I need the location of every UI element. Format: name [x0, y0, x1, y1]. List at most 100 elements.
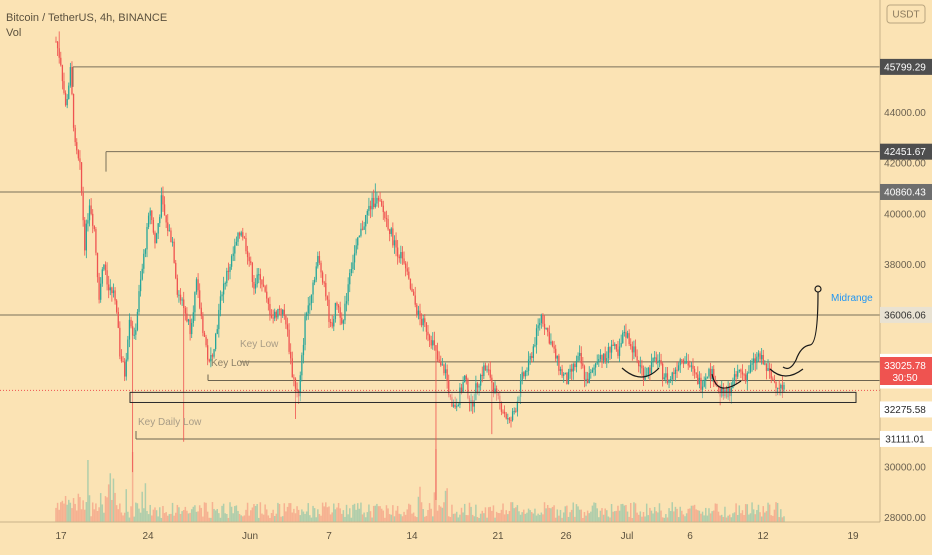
candle-body [424, 318, 426, 323]
volume-bar [414, 516, 416, 522]
volume-bar [572, 502, 575, 522]
volume-bar [392, 505, 394, 522]
candle-body [628, 333, 630, 345]
candle-body [476, 383, 479, 388]
symbol-title[interactable]: Bitcoin / TetherUS, 4h, BINANCE [6, 12, 167, 24]
candle-body [61, 65, 64, 82]
volume-bar [760, 516, 763, 522]
candle-body [743, 374, 745, 376]
candle-body [294, 378, 297, 389]
midrange-label: Midrange [831, 293, 873, 304]
volume-bar [479, 513, 482, 522]
candle-body [341, 317, 343, 324]
candle-body [757, 353, 760, 357]
volume-bar [320, 515, 322, 522]
candle-body [360, 228, 362, 236]
volume-bar [669, 511, 672, 522]
volume-bar [709, 513, 712, 522]
price-tick-label: 42000.00 [884, 159, 926, 170]
candle-body [673, 372, 675, 374]
volume-bar [548, 507, 551, 522]
candle-body [438, 359, 440, 363]
candle-body [495, 388, 498, 393]
volume-bar [513, 508, 515, 522]
volume-bar [416, 517, 418, 522]
candle-body [665, 373, 667, 378]
candle-body [677, 365, 680, 371]
volume-bar [701, 511, 704, 522]
volume-bar [345, 504, 348, 522]
volume-bar [433, 492, 436, 522]
candle-body [162, 195, 164, 205]
candle-body [623, 331, 626, 333]
volume-bar [495, 511, 498, 522]
candle-body [168, 230, 171, 232]
volume-bar [151, 515, 153, 522]
candle-body [106, 270, 108, 285]
volume-bar [772, 515, 774, 522]
time-axis[interactable]: 17 24 Jun 7 14 21 26 Jul 6 12 19 [55, 531, 859, 542]
candle-body [638, 360, 640, 367]
candle-body [593, 367, 595, 370]
candle-body [122, 361, 124, 363]
candle-body [646, 374, 648, 376]
candle-body [492, 382, 495, 394]
candle-body [234, 245, 236, 254]
volume-bar [467, 515, 469, 522]
candle-body [178, 294, 180, 296]
volume-bar [261, 513, 263, 522]
volume-bar [107, 484, 110, 522]
candle-body [733, 374, 736, 381]
candle-body [317, 255, 319, 267]
volume-bar [198, 505, 201, 522]
volume-bar [384, 517, 386, 522]
candle-body [390, 228, 392, 234]
volume-bar [91, 502, 94, 522]
volume-bar [58, 509, 60, 522]
candle-body [211, 355, 214, 357]
volume-bar [578, 509, 581, 522]
candle-body [695, 372, 697, 375]
candle-body [141, 268, 143, 280]
volume-bar [90, 516, 92, 522]
candle-body [312, 282, 314, 295]
volume-bar [684, 516, 686, 522]
volume-bar [535, 515, 538, 522]
candle-body [663, 377, 665, 380]
candle-body [781, 384, 784, 390]
candle-body [355, 245, 357, 254]
volume-bar [625, 505, 627, 522]
volume-bar [583, 512, 586, 522]
volume-bar [230, 506, 233, 522]
volume-bar [136, 503, 139, 522]
volume-indicator-label[interactable]: Vol [6, 27, 21, 39]
candle-body [395, 240, 397, 248]
volume-bar [396, 505, 399, 522]
volume-bar [622, 503, 624, 522]
candle-body [181, 299, 183, 301]
candle-body [270, 314, 273, 318]
pattern-arc [769, 368, 804, 377]
candle-body [409, 278, 412, 289]
volume-bar [83, 509, 86, 522]
volume-bar [484, 507, 487, 522]
volume-bar [645, 503, 648, 522]
volume-bar [112, 478, 115, 522]
currency-button[interactable] [886, 4, 926, 24]
volume-bar [337, 502, 340, 522]
volume-bar [242, 516, 244, 522]
volume-bar [606, 510, 608, 522]
volume-bar [639, 511, 642, 522]
volume-bar [401, 516, 404, 522]
volume-bar [167, 515, 169, 522]
candle-body [318, 255, 321, 263]
volume-bar [746, 504, 749, 522]
candle-body [123, 361, 126, 377]
volume-bar [258, 517, 260, 522]
candle-body [101, 269, 103, 284]
candle-body [222, 283, 225, 295]
volume-bar [248, 515, 250, 522]
candle-body [468, 397, 471, 404]
